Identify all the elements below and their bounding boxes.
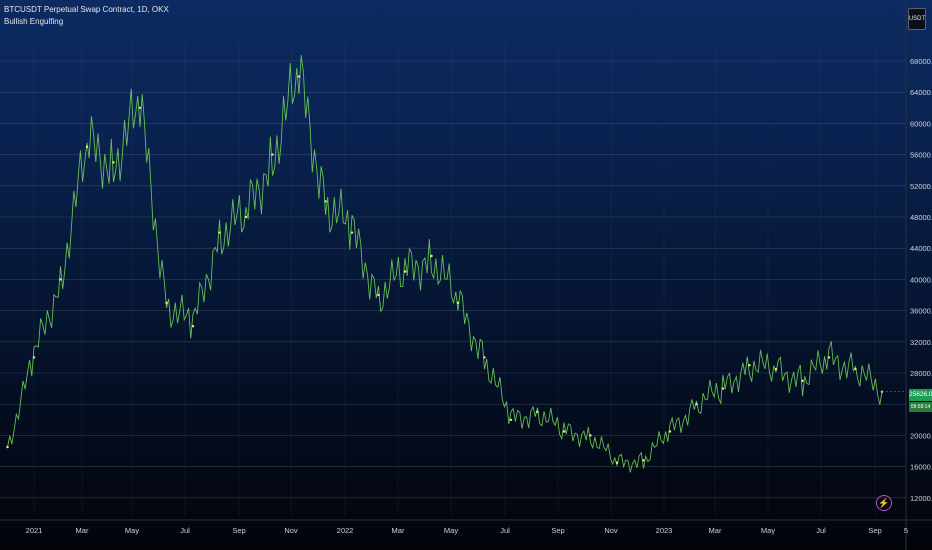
- x-tick-label: 2023: [656, 526, 673, 535]
- engulfing-marker: [85, 145, 89, 148]
- engulfing-marker: [642, 459, 645, 462]
- engulfing-marker: [403, 270, 407, 273]
- engulfing-marker: [536, 410, 539, 414]
- indicator-label[interactable]: Bullish Engulfing: [4, 17, 64, 26]
- y-tick-label: 28000.0: [910, 369, 932, 378]
- engulfing-marker: [191, 325, 195, 328]
- engulfing-marker: [509, 418, 513, 421]
- engulfing-marker: [615, 461, 619, 464]
- x-tick-label: Sep: [868, 526, 881, 535]
- bar-countdown: 09:59:14: [909, 402, 932, 412]
- engulfing-marker: [32, 356, 36, 359]
- engulfing-marker: [271, 153, 274, 156]
- y-tick-label: 52000.0: [910, 182, 932, 191]
- engulfing-marker: [244, 215, 248, 219]
- x-tick-label: Jul: [180, 526, 190, 535]
- engulfing-marker: [324, 200, 327, 203]
- engulfing-marker: [774, 367, 778, 371]
- engulfing-marker: [165, 301, 168, 304]
- engulfing-marker: [377, 293, 380, 297]
- tradingview-logo-icon[interactable]: ⚡: [876, 495, 892, 511]
- x-tick-label: Jul: [816, 526, 826, 535]
- engulfing-marker: [6, 445, 9, 449]
- engulfing-marker: [138, 106, 142, 110]
- engulfing-marker: [483, 356, 486, 359]
- price-line: [7, 55, 883, 473]
- engulfing-marker: [695, 403, 698, 406]
- x-tick-label: Mar: [709, 526, 722, 535]
- x-tick-label: Nov: [284, 526, 298, 535]
- engulfing-marker: [456, 301, 460, 304]
- engulfing-marker: [562, 430, 566, 433]
- engulfing-marker: [218, 231, 221, 234]
- symbol-title[interactable]: BTCUSDT Perpetual Swap Contract, 1D, OKX: [4, 5, 169, 14]
- y-tick-label: 32000.0: [910, 338, 932, 347]
- y-tick-label: 40000.0: [910, 275, 932, 284]
- y-tick-label: 36000.0: [910, 307, 932, 316]
- x-tick-label: Mar: [392, 526, 405, 535]
- engulfing-marker: [827, 356, 831, 359]
- engulfing-marker: [589, 434, 592, 437]
- y-tick-label: 48000.0: [910, 213, 932, 222]
- engulfing-marker: [748, 364, 751, 367]
- x-tick-label: 2021: [26, 526, 43, 535]
- engulfing-marker: [668, 430, 672, 433]
- x-tick-label: May: [125, 526, 139, 535]
- y-tick-label: 12000.0: [910, 494, 932, 503]
- x-tick-label: May: [444, 526, 458, 535]
- engulfing-marker: [430, 254, 433, 258]
- y-tick-label: 64000.0: [910, 88, 932, 97]
- y-tick-label: 56000.0: [910, 151, 932, 160]
- y-tick-label: 60000.0: [910, 119, 932, 128]
- engulfing-marker: [59, 278, 62, 281]
- x-tick-label: Sep: [232, 526, 245, 535]
- x-tick-label: 5: [904, 526, 908, 535]
- x-tick-label: Nov: [604, 526, 618, 535]
- x-tick-label: Sep: [551, 526, 564, 535]
- y-tick-label: 68000.0: [910, 57, 932, 66]
- x-tick-label: May: [761, 526, 775, 535]
- engulfing-marker: [350, 231, 354, 234]
- engulfing-marker: [801, 379, 804, 382]
- y-tick-label: 20000.0: [910, 431, 932, 440]
- engulfing-marker: [721, 387, 725, 390]
- y-tick-label: 44000.0: [910, 244, 932, 253]
- price-series: [6, 55, 906, 473]
- engulfing-marker: [297, 75, 301, 78]
- y-tick-label: 16000.0: [910, 463, 932, 472]
- x-tick-label: Mar: [76, 526, 89, 535]
- engulfing-marker: [854, 367, 857, 371]
- time-axis[interactable]: 2021 Mar May Jul Sep Nov 2022 Mar May Jul Sep Nov 20…: [26, 526, 908, 535]
- price-axis[interactable]: 68000.0 64000.0 60000.0 56000.0 52000.0 48000…: [910, 57, 932, 503]
- engulfing-marker: [112, 161, 115, 164]
- x-tick-label: Jul: [500, 526, 510, 535]
- x-tick-label: 2022: [337, 526, 354, 535]
- currency-button[interactable]: USDT: [908, 8, 926, 30]
- last-price-tag: 25626.0: [909, 389, 932, 401]
